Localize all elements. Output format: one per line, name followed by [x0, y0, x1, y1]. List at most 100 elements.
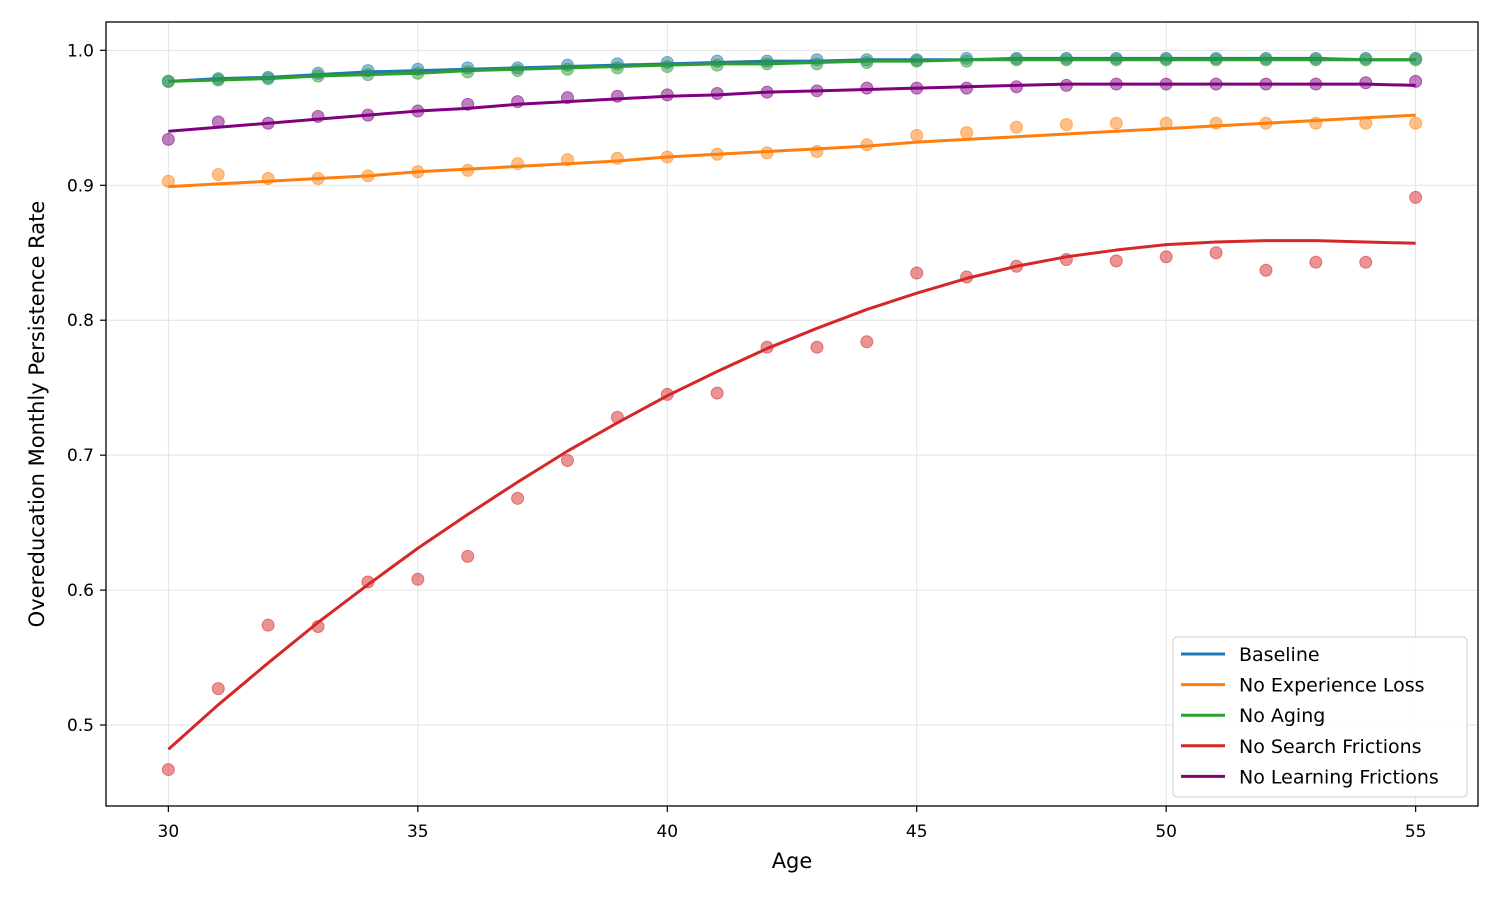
legend-entry: No Search Frictions — [1239, 736, 1422, 758]
point-no-learning-frictions — [560, 91, 574, 105]
point-no-search-frictions — [1259, 263, 1273, 277]
point-no-aging — [760, 57, 774, 71]
point-no-search-frictions — [960, 270, 974, 284]
point-no-experience-loss — [1059, 118, 1073, 132]
point-no-experience-loss — [311, 172, 325, 186]
point-no-experience-loss — [361, 169, 375, 183]
point-no-learning-frictions — [1059, 78, 1073, 92]
point-no-aging — [1010, 53, 1024, 67]
point-no-experience-loss — [710, 147, 724, 161]
point-no-search-frictions — [1309, 255, 1323, 269]
point-no-experience-loss — [1109, 116, 1123, 130]
point-no-aging — [1359, 53, 1373, 67]
x-tick-label: 50 — [1155, 822, 1177, 842]
point-no-search-frictions — [1409, 190, 1423, 204]
legend-box — [1172, 636, 1468, 798]
point-no-experience-loss — [810, 145, 824, 159]
point-no-aging — [810, 57, 824, 71]
point-no-search-frictions — [261, 618, 275, 632]
point-no-experience-loss — [1159, 116, 1173, 130]
point-no-search-frictions — [910, 266, 924, 280]
y-axis-label: Overeducation Monthly Persistence Rate — [25, 201, 49, 628]
point-no-experience-loss — [1309, 116, 1323, 130]
point-no-aging — [261, 72, 275, 86]
point-no-aging — [161, 74, 175, 88]
y-tick-label: 0.6 — [67, 581, 94, 601]
y-tick-label: 0.7 — [67, 446, 94, 466]
point-no-learning-frictions — [1109, 77, 1123, 91]
point-no-learning-frictions — [1309, 77, 1323, 91]
point-no-search-frictions — [511, 491, 525, 505]
point-no-learning-frictions — [1409, 74, 1423, 88]
x-tick-label: 40 — [656, 822, 678, 842]
point-no-experience-loss — [211, 167, 225, 181]
y-tick-label: 0.8 — [67, 311, 94, 331]
point-no-aging — [411, 66, 425, 80]
x-tick-label: 45 — [906, 822, 928, 842]
point-no-experience-loss — [161, 174, 175, 188]
point-no-aging — [1159, 53, 1173, 67]
fit-line-no-experience-loss — [168, 113, 1416, 189]
point-no-experience-loss — [261, 172, 275, 186]
point-no-learning-frictions — [1259, 77, 1273, 91]
point-no-learning-frictions — [910, 81, 924, 95]
point-no-aging — [660, 60, 674, 74]
fit-line-no-search-frictions — [167, 239, 1416, 751]
point-no-aging — [710, 58, 724, 72]
point-no-learning-frictions — [760, 85, 774, 99]
point-no-aging — [461, 65, 475, 79]
point-no-search-frictions — [560, 454, 574, 468]
legend-entry: No Aging — [1239, 705, 1325, 727]
point-no-search-frictions — [810, 340, 824, 354]
plot-frame — [105, 21, 1479, 807]
point-no-aging — [1309, 53, 1323, 67]
point-no-experience-loss — [411, 165, 425, 179]
point-no-aging — [860, 55, 874, 69]
point-no-learning-frictions — [311, 109, 325, 123]
point-no-aging — [361, 68, 375, 82]
legend-entry: Baseline — [1239, 644, 1320, 666]
point-no-aging — [1409, 53, 1423, 67]
point-no-aging — [1209, 53, 1223, 67]
point-no-learning-frictions — [211, 115, 225, 129]
point-no-learning-frictions — [960, 81, 974, 95]
point-no-learning-frictions — [710, 87, 724, 101]
point-no-aging — [960, 54, 974, 68]
point-no-aging — [560, 62, 574, 76]
point-no-aging — [610, 61, 624, 75]
point-no-learning-frictions — [161, 132, 175, 146]
scatter-points — [161, 51, 1423, 777]
point-no-search-frictions — [361, 575, 375, 589]
x-axis-label: Age — [772, 849, 813, 873]
point-no-search-frictions — [860, 335, 874, 349]
point-no-learning-frictions — [1010, 80, 1024, 94]
point-no-search-frictions — [1109, 254, 1123, 268]
x-tick-label: 35 — [407, 822, 429, 842]
point-no-learning-frictions — [1159, 77, 1173, 91]
axis-ticks: 30 35 40 45 50 55 0.5 0.6 0.7 0.8 0.9 1.0 — [67, 41, 1427, 842]
point-no-search-frictions — [461, 549, 475, 563]
point-no-aging — [511, 64, 525, 78]
y-tick-label: 0.5 — [67, 716, 94, 736]
point-no-experience-loss — [1409, 116, 1423, 130]
point-no-learning-frictions — [860, 81, 874, 95]
point-no-experience-loss — [1010, 120, 1024, 134]
point-no-search-frictions — [1010, 259, 1024, 273]
point-no-learning-frictions — [461, 97, 475, 111]
point-no-learning-frictions — [411, 104, 425, 118]
point-no-search-frictions — [1359, 255, 1373, 269]
legend-entry: No Learning Frictions — [1239, 766, 1439, 788]
y-tick-label: 0.9 — [67, 176, 94, 196]
point-no-search-frictions — [1209, 246, 1223, 260]
legend-entry: No Experience Loss — [1239, 675, 1425, 697]
x-tick-label: 30 — [158, 822, 180, 842]
point-no-experience-loss — [610, 151, 624, 165]
point-no-search-frictions — [411, 572, 425, 586]
point-no-search-frictions — [311, 620, 325, 634]
point-no-learning-frictions — [261, 116, 275, 130]
point-no-search-frictions — [1059, 252, 1073, 266]
point-no-experience-loss — [1359, 116, 1373, 130]
point-no-search-frictions — [710, 386, 724, 400]
point-no-search-frictions — [660, 387, 674, 401]
point-no-aging — [910, 54, 924, 68]
